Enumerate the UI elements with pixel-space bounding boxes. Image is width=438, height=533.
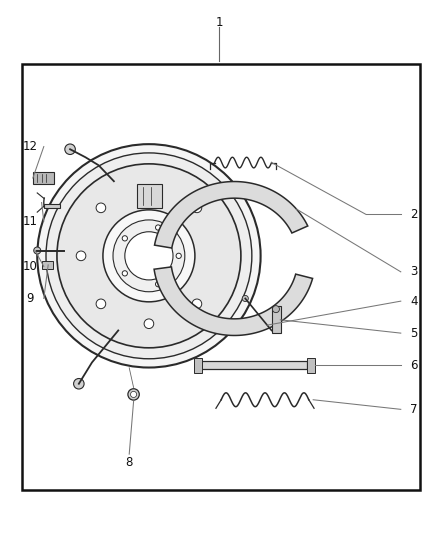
Circle shape (113, 220, 185, 292)
Text: 1: 1 (215, 16, 223, 29)
Circle shape (122, 271, 127, 276)
Polygon shape (154, 267, 313, 335)
Text: 11: 11 (22, 215, 37, 228)
Circle shape (128, 389, 139, 400)
Bar (307, 358, 315, 373)
Circle shape (37, 144, 261, 368)
Circle shape (46, 153, 252, 359)
Text: 9: 9 (26, 292, 34, 305)
Text: 7: 7 (410, 403, 418, 416)
Circle shape (65, 144, 75, 155)
Text: 6: 6 (410, 359, 418, 372)
Circle shape (96, 299, 106, 309)
Text: 4: 4 (410, 295, 418, 308)
Bar (33, 172, 54, 184)
Bar (272, 306, 281, 333)
Circle shape (125, 232, 173, 280)
Text: 8: 8 (126, 456, 133, 469)
Circle shape (155, 281, 161, 287)
Circle shape (76, 251, 86, 261)
Circle shape (34, 247, 41, 254)
Text: 2: 2 (410, 208, 418, 221)
Bar (194, 358, 202, 373)
Circle shape (192, 203, 202, 213)
Bar (42, 261, 53, 269)
Circle shape (103, 210, 195, 302)
Circle shape (176, 253, 181, 259)
Circle shape (57, 164, 241, 348)
Circle shape (96, 203, 106, 213)
Bar (137, 184, 162, 208)
Circle shape (242, 295, 248, 302)
Bar (44, 204, 60, 208)
Circle shape (155, 225, 161, 230)
Bar (22, 64, 420, 490)
Circle shape (144, 319, 154, 328)
Text: 5: 5 (410, 327, 417, 340)
Text: 10: 10 (22, 260, 37, 273)
Polygon shape (155, 182, 308, 248)
Circle shape (272, 305, 279, 313)
Bar (201, 361, 307, 369)
Circle shape (74, 378, 84, 389)
Text: 12: 12 (22, 140, 37, 153)
Circle shape (122, 236, 127, 241)
Circle shape (131, 391, 137, 398)
Circle shape (192, 299, 202, 309)
Text: 3: 3 (410, 265, 417, 278)
